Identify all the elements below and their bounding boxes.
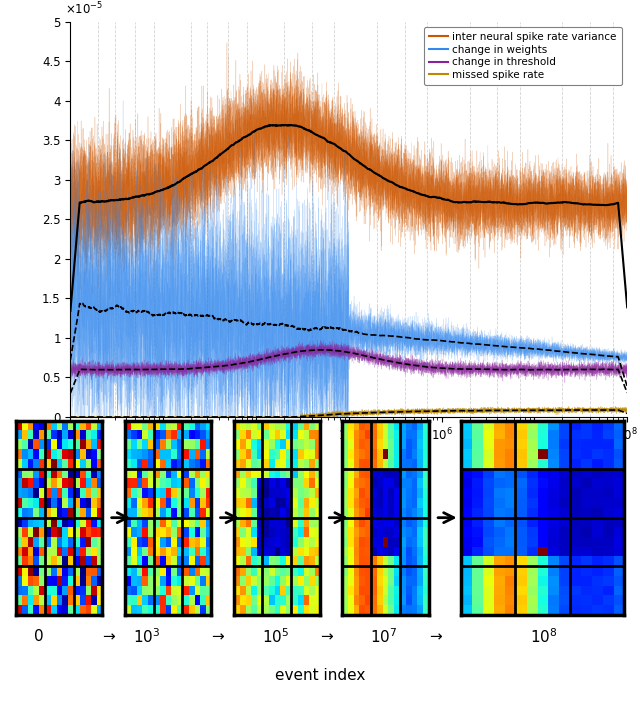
Text: event index: event index [275,669,365,683]
Text: $\times10^{-5}$: $\times10^{-5}$ [65,1,103,18]
Legend: inter neural spike rate variance, change in weights, change in threshold, missed: inter neural spike rate variance, change… [424,27,622,85]
Text: $10^3$: $10^3$ [134,627,161,646]
Text: $\rightarrow$: $\rightarrow$ [209,629,226,644]
Text: $\rightarrow$: $\rightarrow$ [427,629,444,644]
Text: $10^5$: $10^5$ [262,627,289,646]
Text: $10^8$: $10^8$ [530,627,558,646]
Text: $\rightarrow$: $\rightarrow$ [318,629,335,644]
Text: $10^7$: $10^7$ [371,627,397,646]
Text: $\rightarrow$: $\rightarrow$ [100,629,117,644]
Text: $0$: $0$ [33,628,44,644]
